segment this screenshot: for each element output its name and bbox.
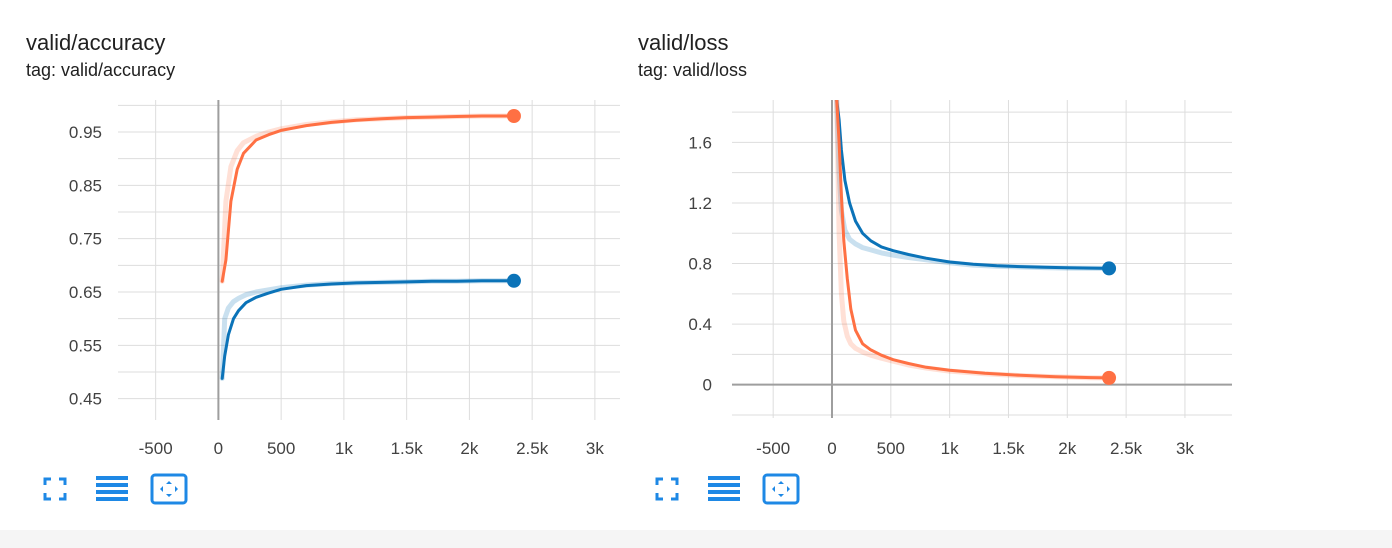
chart-tag: tag: valid/loss: [638, 60, 748, 80]
x-tick-label: -500: [139, 439, 173, 458]
fullscreen-icon: [43, 477, 67, 501]
series-line: [220, 114, 516, 283]
chart-card-accuracy: valid/accuracy tag: valid/accuracy -500 0…: [0, 0, 620, 530]
series-1: [834, 100, 1112, 381]
x-tick-label: 500: [267, 439, 295, 458]
chart-title: valid/loss: [638, 30, 729, 55]
series-line: [835, 100, 1111, 380]
series-raw-line: [834, 100, 1112, 381]
fit-domain-button[interactable]: [150, 472, 188, 506]
fullscreen-icon: [655, 477, 679, 501]
data-table-button[interactable]: [705, 472, 743, 506]
x-tick-label: 3k: [1176, 439, 1194, 458]
x-tick-label: 2k: [460, 439, 478, 458]
grid: [732, 100, 1232, 418]
data-table-icon: [96, 476, 128, 501]
series-1: [219, 278, 517, 381]
fit-domain-button[interactable]: [762, 472, 800, 506]
y-tick-label: 0.95: [69, 123, 102, 142]
fit-domain-icon: [150, 473, 188, 505]
x-tick-label: 0: [827, 439, 836, 458]
series-end-point: [1102, 261, 1117, 276]
x-tick-label: 2k: [1058, 439, 1076, 458]
x-tick-label: -500: [756, 439, 790, 458]
series-line: [220, 279, 516, 380]
x-tick-label: 500: [877, 439, 905, 458]
chart-actions: [36, 472, 207, 506]
data-table-icon: [708, 476, 740, 501]
series-end-point: [506, 109, 521, 123]
series-raw-line: [219, 113, 517, 284]
x-tick-label: 1.5k: [391, 439, 424, 458]
chart-card-loss: valid/loss tag: valid/loss -500 0 500 1k 1.5…: [612, 0, 1252, 530]
y-tick-label: 0.65: [69, 283, 102, 302]
x-tick-label: 2.5k: [516, 439, 549, 458]
y-tick-label: 0.55: [69, 336, 102, 355]
x-tick-label: 3k: [586, 439, 604, 458]
x-tick-label: 2.5k: [1110, 439, 1143, 458]
data-table-button[interactable]: [93, 472, 131, 506]
chart-actions: [648, 472, 819, 506]
y-tick-label: 0.45: [69, 390, 102, 409]
x-tick-label: 1k: [335, 439, 353, 458]
fit-domain-icon: [762, 473, 800, 505]
series-line: [835, 100, 1111, 270]
x-tick-label: 0: [214, 439, 223, 458]
series-end-point: [506, 273, 521, 288]
loss-chart[interactable]: -500 0 500 1k 1.5k 2k 2.5k 3k 0 0.4 0.8 1.2 1.6: [612, 0, 1252, 470]
accuracy-chart[interactable]: -500 0 500 1k 1.5k 2k 2.5k 3k 0.45 0.55 0.65 0.75 0.…: [0, 0, 620, 470]
y-tick-label: 0.8: [688, 255, 712, 274]
y-tick-label: 0: [703, 376, 712, 395]
series-0: [219, 113, 517, 284]
x-tick-label: 1.5k: [992, 439, 1025, 458]
chart-title: valid/accuracy: [26, 30, 166, 55]
y-tick-label: 0.85: [69, 176, 102, 195]
fullscreen-button[interactable]: [648, 472, 686, 506]
x-tick-label: 1k: [941, 439, 959, 458]
series-end-point: [1102, 370, 1117, 385]
series-0: [834, 100, 1112, 271]
page-footer-strip: [0, 530, 1392, 548]
y-tick-label: 1.2: [688, 194, 712, 213]
y-tick-label: 0.75: [69, 230, 102, 249]
y-tick-label: 1.6: [688, 133, 712, 152]
grid: [118, 100, 620, 420]
chart-tag: tag: valid/accuracy: [26, 60, 176, 80]
fullscreen-button[interactable]: [36, 472, 74, 506]
y-tick-label: 0.4: [688, 315, 712, 334]
